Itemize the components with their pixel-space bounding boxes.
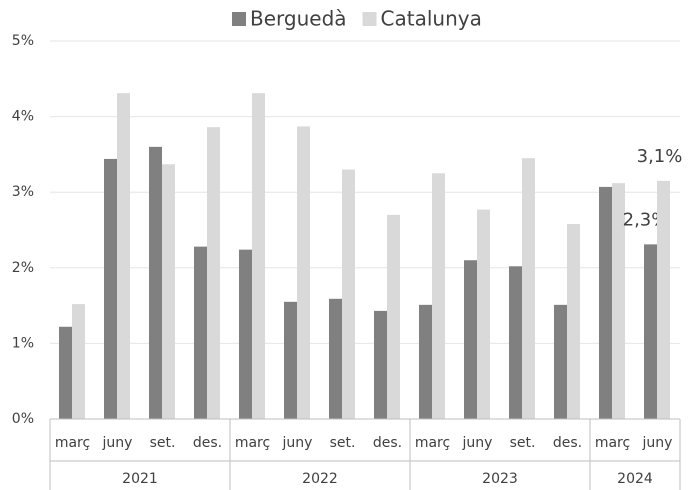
x-tick-label: des. xyxy=(553,435,582,451)
y-tick-label: 5% xyxy=(12,33,34,49)
bar xyxy=(432,173,445,419)
bar xyxy=(252,93,265,419)
data-label: 3,1% xyxy=(637,146,683,167)
x-tick-label: març xyxy=(595,435,630,451)
group-label: 2024 xyxy=(617,471,653,487)
bar xyxy=(72,304,85,419)
x-tick-label: set. xyxy=(330,435,356,451)
y-tick-label: 0% xyxy=(12,411,34,427)
x-tick-label: març xyxy=(55,435,90,451)
bar xyxy=(162,164,175,419)
group-label: 2022 xyxy=(302,471,338,487)
bar xyxy=(194,246,207,419)
bar xyxy=(599,186,612,419)
bar xyxy=(149,146,162,419)
legend-label: Catalunya xyxy=(381,7,482,31)
group-label: 2021 xyxy=(122,471,158,487)
legend-swatch xyxy=(232,12,246,26)
x-tick-label: juny xyxy=(102,435,133,451)
x-tick-label: març xyxy=(235,435,270,451)
bar xyxy=(297,126,310,419)
x-tick-label: des. xyxy=(373,435,402,451)
x-tick-label: juny xyxy=(282,435,313,451)
y-tick-label: 4% xyxy=(12,109,34,125)
bar xyxy=(554,304,567,419)
y-tick-label: 1% xyxy=(12,335,34,351)
bar xyxy=(464,260,477,419)
x-tick-label: set. xyxy=(510,435,536,451)
x-tick-label: març xyxy=(415,435,450,451)
bar xyxy=(207,127,220,420)
bar xyxy=(657,180,670,419)
y-tick-label: 2% xyxy=(12,260,34,276)
bar xyxy=(59,326,72,419)
bar xyxy=(509,266,522,419)
x-tick-label: juny xyxy=(462,435,493,451)
legend-label: Berguedà xyxy=(250,7,347,31)
bar xyxy=(284,301,297,419)
data-label: 2,3% xyxy=(623,209,669,230)
bar xyxy=(239,249,252,419)
bar xyxy=(644,244,657,419)
bar xyxy=(477,209,490,419)
bar xyxy=(612,183,625,419)
bar xyxy=(104,158,117,419)
bar xyxy=(387,214,400,419)
bar xyxy=(567,223,580,419)
legend-swatch xyxy=(362,12,377,26)
bar xyxy=(117,93,130,419)
x-tick-label: juny xyxy=(642,435,673,451)
x-tick-label: set. xyxy=(150,435,176,451)
bar xyxy=(374,310,387,419)
x-tick-label: des. xyxy=(193,435,222,451)
bar xyxy=(329,298,342,419)
bar xyxy=(522,158,535,419)
bar xyxy=(419,304,432,419)
bar xyxy=(342,169,355,419)
y-tick-label: 3% xyxy=(12,184,34,200)
group-label: 2023 xyxy=(482,471,518,487)
